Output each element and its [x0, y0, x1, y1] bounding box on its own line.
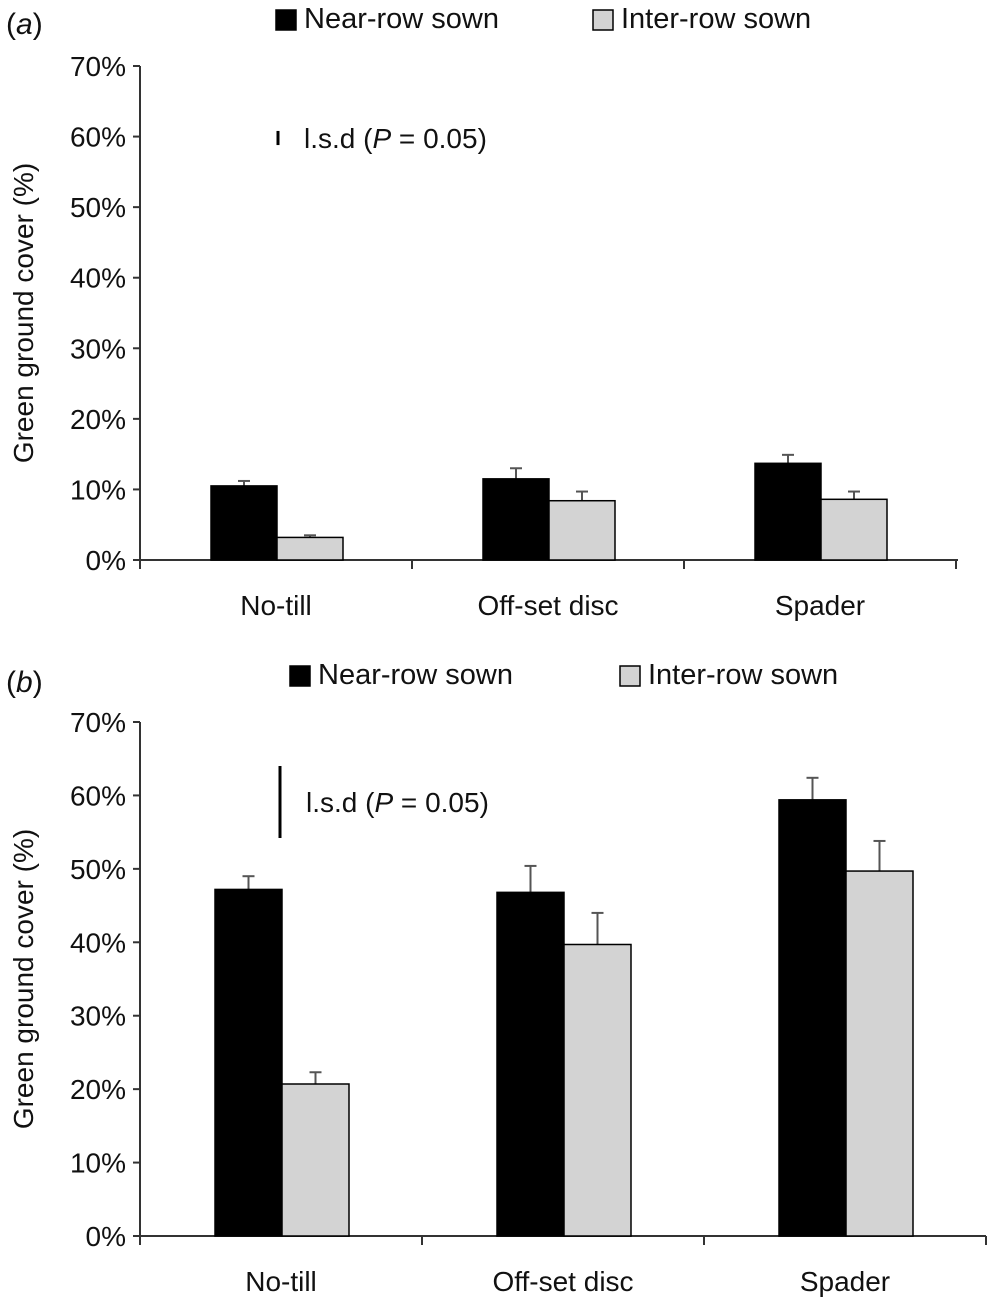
y-tick-label: 60%	[70, 780, 126, 811]
legend-label-inter-row: Inter-row sown	[621, 3, 811, 35]
y-tick-label: 20%	[70, 1074, 126, 1105]
panel-paren-close: )	[33, 8, 43, 41]
lsd-label-suffix: = 0.05)	[393, 787, 489, 818]
panel-label: (b)	[6, 666, 43, 699]
lsd-label-prefix: l.s.d (	[306, 787, 375, 818]
x-tick-label: Off-set disc	[477, 590, 618, 621]
y-tick-label: 50%	[70, 192, 126, 223]
panel-letter: a	[16, 8, 33, 41]
bar-inter-row	[281, 1083, 350, 1237]
legend-swatch-near-row	[289, 665, 311, 687]
bar-near-row	[778, 799, 847, 1237]
y-tick-label: 30%	[70, 1001, 126, 1032]
lsd-label: l.s.d (P = 0.05)	[306, 787, 489, 818]
panel-letter: b	[16, 666, 33, 699]
chart-panel-a: (a) Near-row sown Inter-row sown Green grou…	[6, 3, 958, 621]
y-tick-label: 50%	[70, 854, 126, 885]
bar-inter-row	[820, 498, 888, 561]
lsd-label-suffix: = 0.05)	[391, 123, 487, 154]
bar-inter-row	[276, 536, 344, 561]
panel-paren-close: )	[33, 666, 43, 699]
legend-swatch-near-row	[275, 9, 297, 31]
y-tick-label: 70%	[70, 51, 126, 82]
panel-paren-open: (	[6, 8, 16, 41]
bar-near-row	[754, 462, 822, 561]
x-tick-label: Spader	[775, 590, 865, 621]
y-tick-label: 10%	[70, 474, 126, 505]
legend-swatch-inter-row	[592, 9, 614, 31]
x-tick-label: Off-set disc	[492, 1266, 633, 1297]
x-tick-label: No-till	[240, 590, 312, 621]
y-axis-label: Green ground cover (%)	[8, 163, 39, 463]
bar-near-row	[210, 485, 278, 561]
bar-near-row	[496, 891, 565, 1237]
chart-panel-b: (b) Near-row sown Inter-row sown Green grou…	[6, 659, 987, 1297]
y-tick-label: 0%	[86, 1221, 126, 1252]
y-tick-label: 70%	[70, 707, 126, 738]
panel-paren-open: (	[6, 666, 16, 699]
bar-near-row	[482, 478, 550, 561]
lsd-label-p: P	[372, 123, 391, 154]
y-tick-label: 30%	[70, 333, 126, 364]
legend-label-near-row: Near-row sown	[304, 3, 499, 35]
y-tick-label: 10%	[70, 1148, 126, 1179]
bar-inter-row	[563, 943, 632, 1237]
x-tick-label: Spader	[800, 1266, 890, 1297]
legend-label-near-row: Near-row sown	[318, 659, 513, 691]
lsd-label-p: P	[374, 787, 393, 818]
y-tick-label: 40%	[70, 263, 126, 294]
lsd-label: l.s.d (P = 0.05)	[304, 123, 487, 154]
y-tick-label: 40%	[70, 927, 126, 958]
x-tick-label: No-till	[245, 1266, 317, 1297]
legend-label-inter-row: Inter-row sown	[648, 659, 838, 691]
y-axis-label: Green ground cover (%)	[8, 829, 39, 1129]
lsd-label-prefix: l.s.d (	[304, 123, 373, 154]
panel-label: (a)	[6, 8, 43, 41]
y-tick-label: 0%	[86, 545, 126, 576]
bar-inter-row	[548, 499, 616, 561]
y-tick-label: 60%	[70, 122, 126, 153]
legend-swatch-inter-row	[619, 665, 641, 687]
bar-inter-row	[845, 870, 914, 1237]
bar-near-row	[214, 888, 283, 1237]
y-tick-label: 20%	[70, 404, 126, 435]
